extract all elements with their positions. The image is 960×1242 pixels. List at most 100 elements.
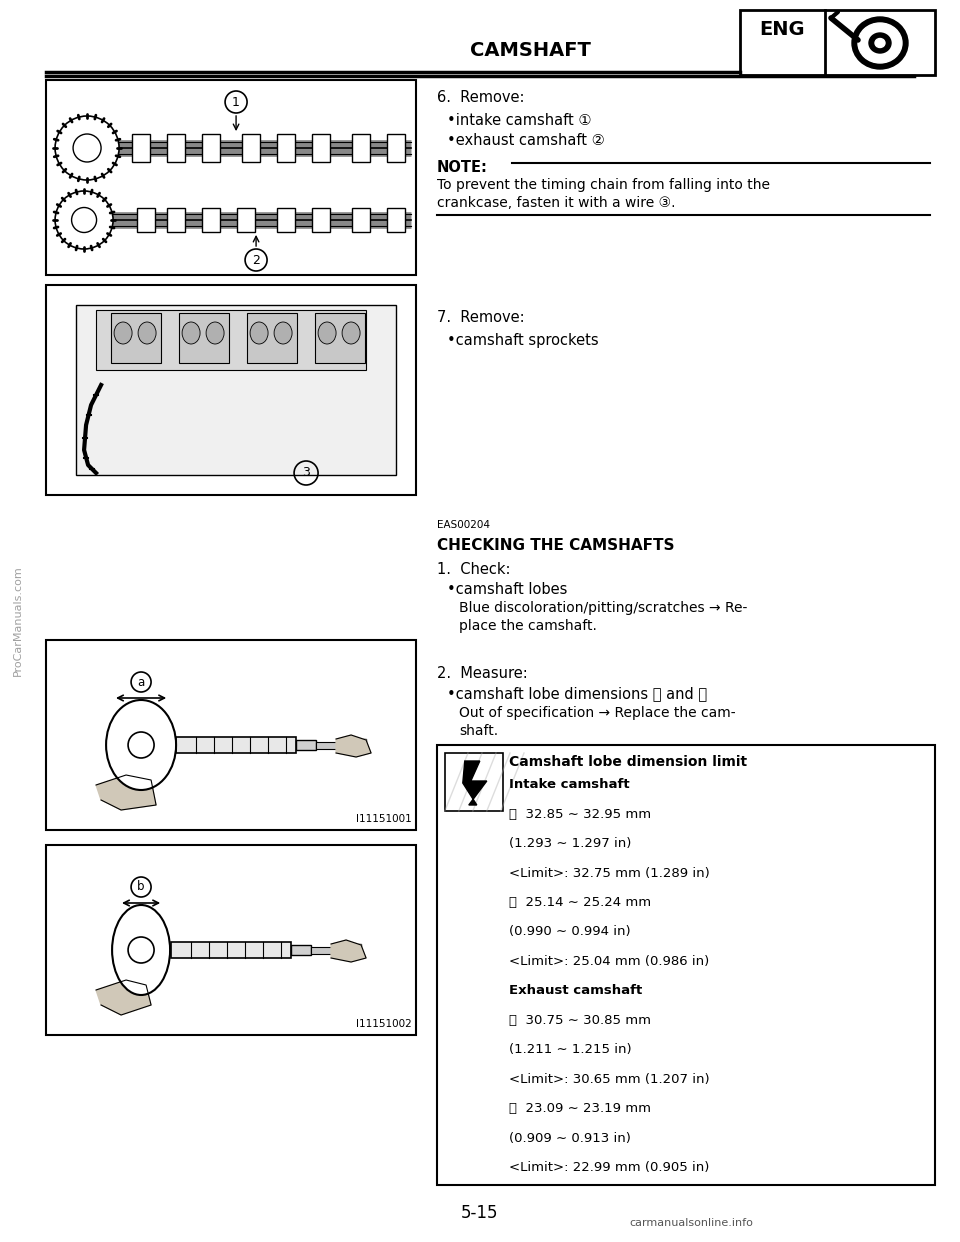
Bar — [315, 313, 365, 363]
Bar — [111, 313, 161, 363]
Text: <Limit>: 25.04 mm (0.986 in): <Limit>: 25.04 mm (0.986 in) — [509, 955, 709, 968]
Text: Exhaust camshaft: Exhaust camshaft — [509, 985, 642, 997]
Text: place the camshaft.: place the camshaft. — [459, 619, 597, 633]
Polygon shape — [336, 735, 372, 758]
Bar — [171, 941, 291, 958]
Bar — [46, 845, 416, 1035]
Text: •camshaft lobes: •camshaft lobes — [446, 582, 567, 597]
Bar — [277, 134, 295, 161]
Ellipse shape — [875, 39, 885, 47]
Bar — [46, 284, 416, 496]
Bar — [311, 946, 341, 954]
Text: ENG: ENG — [759, 20, 804, 39]
Text: Out of specification → Replace the cam-: Out of specification → Replace the cam- — [459, 705, 735, 720]
Ellipse shape — [138, 322, 156, 344]
Ellipse shape — [55, 191, 113, 248]
Bar — [237, 207, 255, 232]
Text: ⓑ  25.14 ∼ 25.24 mm: ⓑ 25.14 ∼ 25.24 mm — [509, 895, 651, 909]
Bar — [96, 310, 366, 370]
Text: b: b — [137, 881, 145, 893]
Ellipse shape — [250, 322, 268, 344]
Bar — [202, 134, 220, 161]
Ellipse shape — [72, 207, 97, 232]
Bar — [387, 134, 405, 161]
Ellipse shape — [852, 17, 908, 70]
Text: CAMSHAFT: CAMSHAFT — [469, 41, 590, 60]
Text: 2.  Measure:: 2. Measure: — [437, 666, 528, 681]
Text: 1.  Check:: 1. Check: — [437, 561, 511, 578]
Bar — [437, 745, 935, 1185]
Polygon shape — [463, 761, 487, 805]
Bar — [202, 207, 220, 232]
Text: (0.909 ∼ 0.913 in): (0.909 ∼ 0.913 in) — [509, 1131, 631, 1145]
Text: Camshaft lobe dimension limit: Camshaft lobe dimension limit — [509, 755, 747, 769]
Bar — [352, 207, 370, 232]
Bar — [180, 313, 229, 363]
Polygon shape — [96, 775, 156, 810]
Text: (1.211 ∼ 1.215 in): (1.211 ∼ 1.215 in) — [509, 1043, 632, 1057]
Text: 5-15: 5-15 — [461, 1203, 499, 1222]
Text: NOTE:: NOTE: — [437, 160, 488, 175]
Bar — [352, 134, 370, 161]
Text: carmanualsonline.info: carmanualsonline.info — [629, 1218, 754, 1228]
Text: (1.293 ∼ 1.297 in): (1.293 ∼ 1.297 in) — [509, 837, 631, 850]
Bar — [247, 313, 297, 363]
Ellipse shape — [106, 700, 176, 790]
Ellipse shape — [128, 936, 154, 963]
Text: shaft.: shaft. — [459, 724, 498, 738]
Text: •intake camshaft ①: •intake camshaft ① — [446, 113, 591, 128]
Bar — [76, 306, 396, 474]
Bar — [346, 739, 366, 751]
Bar — [137, 207, 156, 232]
Bar — [341, 944, 361, 956]
Text: I11151001: I11151001 — [356, 814, 412, 823]
Bar — [444, 753, 503, 811]
Text: 3: 3 — [302, 467, 310, 479]
Text: ⓐ  32.85 ∼ 32.95 mm: ⓐ 32.85 ∼ 32.95 mm — [509, 807, 651, 821]
Polygon shape — [331, 940, 366, 963]
Bar — [291, 945, 311, 955]
Text: EAS00204: EAS00204 — [437, 520, 490, 530]
Text: (0.990 ∼ 0.994 in): (0.990 ∼ 0.994 in) — [509, 925, 631, 939]
Text: ProCarManuals.com: ProCarManuals.com — [13, 565, 23, 677]
Bar — [277, 207, 295, 232]
Text: •exhaust camshaft ②: •exhaust camshaft ② — [446, 133, 605, 148]
Ellipse shape — [55, 116, 119, 180]
Bar — [242, 134, 260, 161]
Text: I11151002: I11151002 — [356, 1018, 412, 1030]
Bar — [312, 134, 330, 161]
Ellipse shape — [318, 322, 336, 344]
Ellipse shape — [342, 322, 360, 344]
Text: CHECKING THE CAMSHAFTS: CHECKING THE CAMSHAFTS — [437, 538, 674, 553]
Ellipse shape — [182, 322, 200, 344]
Text: Intake camshaft: Intake camshaft — [509, 777, 630, 791]
Ellipse shape — [112, 905, 170, 995]
Ellipse shape — [114, 322, 132, 344]
Bar — [132, 134, 150, 161]
Bar — [316, 741, 346, 749]
Ellipse shape — [73, 134, 101, 161]
Ellipse shape — [858, 24, 902, 63]
Text: a: a — [137, 676, 145, 688]
Text: <Limit>: 30.65 mm (1.207 in): <Limit>: 30.65 mm (1.207 in) — [509, 1073, 709, 1086]
Text: 6.  Remove:: 6. Remove: — [437, 89, 524, 106]
Bar — [387, 207, 405, 232]
Text: ⓑ  23.09 ∼ 23.19 mm: ⓑ 23.09 ∼ 23.19 mm — [509, 1103, 651, 1115]
Bar — [46, 79, 416, 274]
Bar — [167, 207, 185, 232]
Text: •camshaft sprockets: •camshaft sprockets — [446, 333, 598, 348]
Bar — [167, 134, 185, 161]
Bar — [46, 640, 416, 830]
Text: ⓐ  30.75 ∼ 30.85 mm: ⓐ 30.75 ∼ 30.85 mm — [509, 1013, 651, 1027]
Bar — [740, 10, 935, 75]
Polygon shape — [96, 980, 151, 1015]
Ellipse shape — [128, 732, 154, 758]
Bar — [296, 740, 316, 750]
Bar — [312, 207, 330, 232]
Text: 7.  Remove:: 7. Remove: — [437, 310, 524, 325]
Bar — [176, 737, 296, 753]
Ellipse shape — [206, 322, 224, 344]
Text: <Limit>: 32.75 mm (1.289 in): <Limit>: 32.75 mm (1.289 in) — [509, 867, 709, 879]
Ellipse shape — [275, 322, 292, 344]
Text: 1: 1 — [232, 96, 240, 108]
